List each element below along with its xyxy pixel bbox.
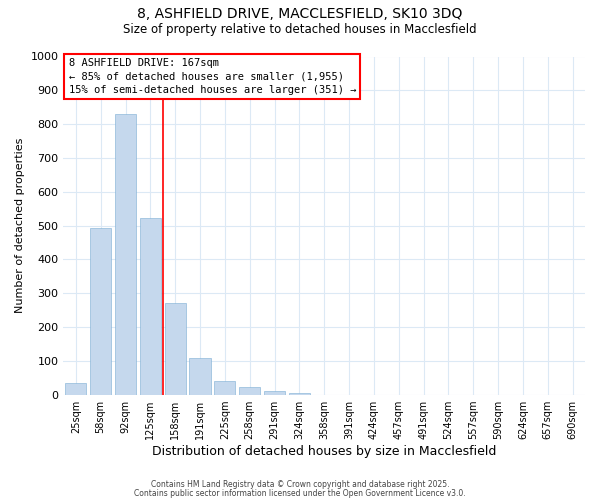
Bar (140, 218, 161, 394)
X-axis label: Distribution of detached houses by size in Macclesfield: Distribution of detached houses by size … (152, 444, 496, 458)
Bar (115, 114, 136, 394)
Bar (239, 387, 260, 394)
Text: Contains public sector information licensed under the Open Government Licence v3: Contains public sector information licen… (134, 489, 466, 498)
Y-axis label: Number of detached properties: Number of detached properties (15, 138, 25, 313)
Bar (164, 304, 186, 394)
Text: 8 ASHFIELD DRIVE: 167sqm
← 85% of detached houses are smaller (1,955)
15% of sem: 8 ASHFIELD DRIVE: 167sqm ← 85% of detach… (68, 58, 356, 94)
Bar (214, 381, 235, 394)
Bar (289, 393, 310, 394)
Text: 8, ASHFIELD DRIVE, MACCLESFIELD, SK10 3DQ: 8, ASHFIELD DRIVE, MACCLESFIELD, SK10 3D… (137, 8, 463, 22)
Text: Contains HM Land Registry data © Crown copyright and database right 2025.: Contains HM Land Registry data © Crown c… (151, 480, 449, 489)
Bar (264, 391, 285, 394)
Text: Size of property relative to detached houses in Macclesfield: Size of property relative to detached ho… (123, 22, 477, 36)
Bar (65, 384, 86, 394)
Bar (90, 228, 111, 394)
Bar (190, 358, 211, 394)
